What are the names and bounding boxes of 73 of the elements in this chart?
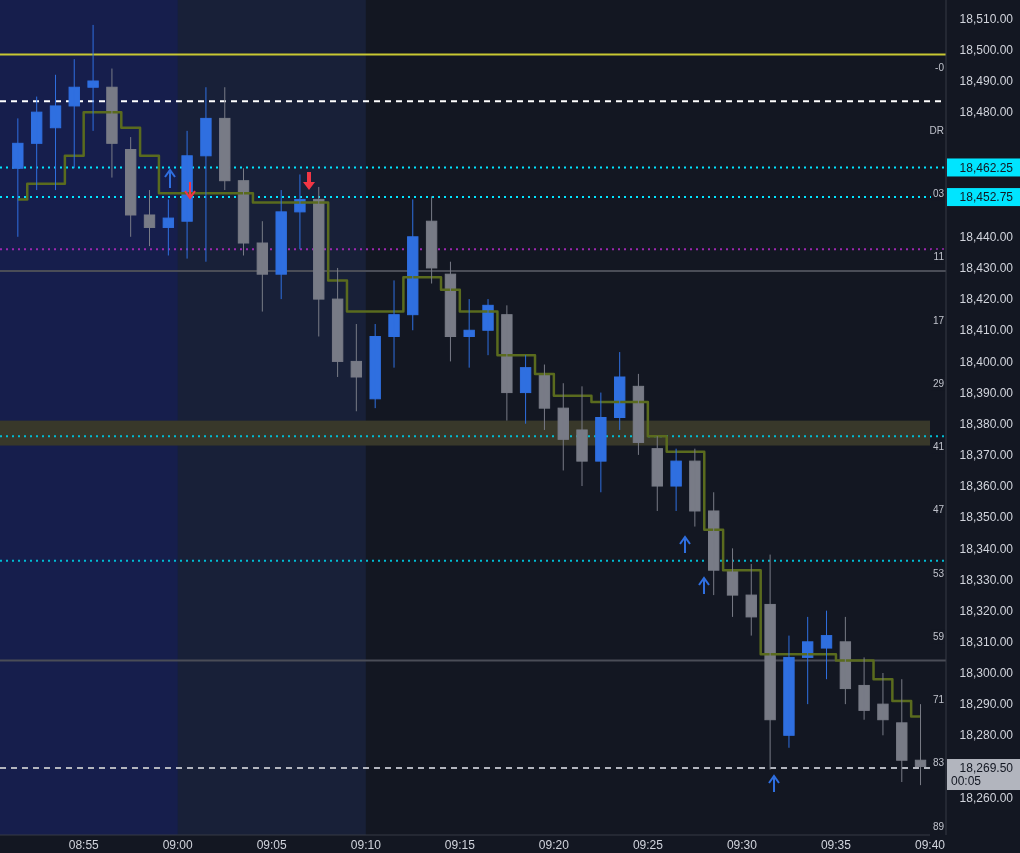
y-tick-label: 18,280.00	[959, 728, 1014, 743]
candlestick	[275, 189, 287, 300]
candlestick	[369, 323, 381, 409]
y-tick-label: 18,300.00	[959, 666, 1014, 681]
y-tick-label: 18,380.00	[959, 416, 1014, 431]
text: 03	[932, 188, 945, 199]
x-tick-label: 09:30	[726, 838, 758, 852]
y-tick-label: 18,400.00	[959, 354, 1014, 369]
candlestick	[143, 189, 156, 247]
candlestick	[557, 382, 569, 471]
y-tick-label: 18,390.00	[959, 385, 1014, 400]
y-tick-label: 18,310.00	[959, 635, 1014, 650]
ref-line-label: 18,269.50 00:05	[951, 761, 1014, 789]
candlestick	[350, 323, 363, 412]
candlestick	[745, 563, 757, 637]
text: -0	[935, 61, 945, 73]
text: 47	[932, 504, 945, 516]
x-tick-label: 09:20	[538, 838, 570, 852]
y-tick-label: 18,260.00	[959, 790, 1014, 805]
y-tick-label: 18,410.00	[959, 323, 1014, 338]
annotation: DR	[929, 124, 944, 136]
x-tick-label: 09:00	[162, 838, 194, 852]
candlestick	[313, 186, 325, 337]
text: 53	[932, 567, 945, 579]
text: 59	[932, 630, 945, 642]
text: 29	[932, 377, 945, 389]
y-tick-label: 18,430.00	[959, 261, 1014, 276]
candlestick	[708, 491, 720, 596]
y-tick-label: 18,330.00	[959, 572, 1014, 587]
ref-line-label: 18,462.25	[959, 160, 1014, 175]
text: 17	[932, 314, 945, 326]
candlestick	[219, 86, 231, 191]
candlestick	[670, 448, 682, 512]
x-tick-label: 09:05	[256, 838, 288, 852]
candlestick	[256, 220, 269, 313]
candlestick	[576, 385, 588, 487]
candlestick	[689, 448, 701, 528]
candlestick	[651, 435, 663, 512]
candlestick	[12, 117, 24, 238]
x-tick-label: 09:10	[350, 838, 382, 852]
text: 41	[932, 441, 945, 452]
y-tick-label: 18,350.00	[959, 510, 1014, 525]
candlestick	[87, 24, 99, 132]
text: 83	[932, 757, 945, 769]
y-tick-label: 18,420.00	[959, 292, 1014, 307]
y-tick-label: 18,490.00	[959, 74, 1014, 89]
x-tick-label: 09:25	[632, 838, 664, 852]
candlestick	[614, 351, 626, 431]
candlestick	[463, 298, 475, 369]
candlestick	[30, 96, 43, 191]
y-tick-label: 18,480.00	[959, 105, 1014, 120]
y-tick-label: 18,360.00	[959, 479, 1014, 494]
candlestick	[407, 198, 419, 331]
text: 11	[933, 251, 945, 263]
candlestick	[877, 672, 889, 736]
x-tick-label: 09:40	[914, 838, 946, 852]
y-tick-label: 18,500.00	[959, 43, 1014, 58]
x-tick-label: 08:55	[68, 838, 100, 852]
y-tick-label: 18,510.00	[959, 11, 1014, 26]
candlestick	[820, 610, 833, 680]
x-tick-label: 09:15	[444, 838, 476, 852]
text: 71	[932, 694, 945, 705]
y-tick-label: 18,370.00	[959, 448, 1014, 463]
y-tick-label: 18,440.00	[959, 229, 1014, 244]
y-tick-label: 18,340.00	[959, 541, 1014, 556]
candlestick	[162, 198, 175, 256]
candlestick	[68, 58, 80, 169]
x-tick-label: 09:35	[820, 838, 852, 852]
y-tick-label: 18,290.00	[959, 697, 1014, 712]
ref-line-label: 18,452.75	[959, 190, 1014, 205]
text: 89	[932, 820, 945, 832]
candlestick	[896, 678, 908, 783]
y-tick-label: 18,320.00	[959, 603, 1014, 618]
